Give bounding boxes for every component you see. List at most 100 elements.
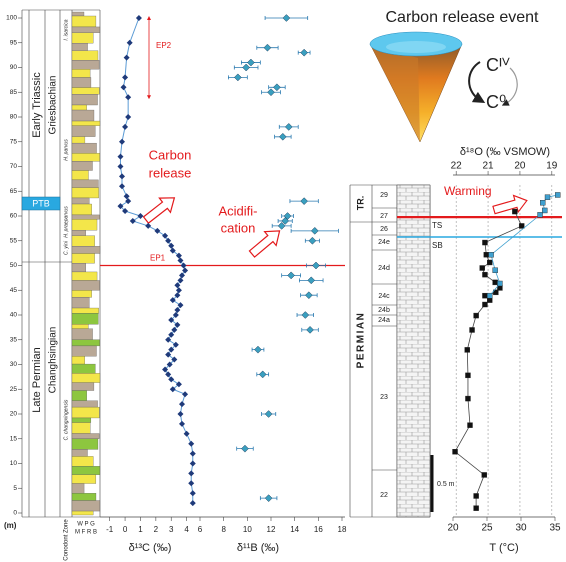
x-tick-label: 16 xyxy=(314,525,323,534)
unit-label: 23 xyxy=(380,394,388,401)
lithology-bed xyxy=(71,153,100,162)
d13c-point xyxy=(123,54,130,61)
d13c-point xyxy=(168,316,175,323)
data-point xyxy=(540,200,546,206)
stage-label: Griesbachian xyxy=(48,76,59,135)
d11b-point xyxy=(284,123,293,131)
d13c-point xyxy=(168,346,175,353)
lithology-bed xyxy=(71,510,94,516)
lithology-bed xyxy=(71,109,95,122)
data-point xyxy=(487,292,493,299)
d13c-point xyxy=(122,123,129,130)
data-point xyxy=(497,280,503,287)
lithology-bed xyxy=(71,313,99,325)
d11b-point xyxy=(312,261,320,270)
d13c-point xyxy=(169,297,176,304)
d13c-point xyxy=(174,321,181,328)
lithology-bed xyxy=(71,136,86,144)
data-point xyxy=(487,259,493,266)
lithology-bed xyxy=(71,345,97,357)
lithology-bed xyxy=(71,324,89,329)
lithology-bed xyxy=(71,214,100,220)
d13c-point xyxy=(165,371,172,378)
conodont-zone: C. yini xyxy=(63,240,69,255)
annotation: cation xyxy=(221,220,256,235)
d13c-point xyxy=(175,381,182,388)
lithology-bed xyxy=(71,120,101,126)
y-tick-label: 35 xyxy=(10,336,18,343)
conodont-zone: H. praeparvus xyxy=(63,206,69,238)
lithology-bed xyxy=(71,363,96,374)
x-tick-label: 25 xyxy=(481,523,493,534)
lithology-bed xyxy=(71,263,86,273)
unit-label: 22 xyxy=(380,492,388,499)
d13c-point xyxy=(189,490,196,497)
annotation-arrow xyxy=(248,230,281,258)
d13c-point xyxy=(168,242,175,249)
unit-label: 29 xyxy=(380,192,388,199)
x-tick-label: -1 xyxy=(106,525,114,534)
d13c-point xyxy=(135,15,142,21)
lithology-bed xyxy=(71,280,100,291)
d13c-point xyxy=(137,213,144,219)
data-point xyxy=(542,207,548,214)
conodont-zone: I. isarcica xyxy=(63,19,69,40)
illustration: Carbon release event Cᴵⱽ C⁰ xyxy=(369,9,539,143)
d13c-point xyxy=(117,163,124,170)
x-tick-label: 10 xyxy=(243,525,252,534)
lithology-bed xyxy=(71,94,98,106)
y-tick-label: 95 xyxy=(10,39,18,46)
d11b-point xyxy=(282,14,291,22)
d13c-point xyxy=(189,460,196,467)
lithology-bed xyxy=(71,60,100,70)
d13c-point xyxy=(179,420,185,427)
data-point xyxy=(537,212,543,218)
d13c-point xyxy=(119,183,125,190)
lithology-bed xyxy=(71,406,100,419)
lithology-bed xyxy=(71,187,99,199)
data-point xyxy=(483,252,490,258)
stage-label: Changhsingian xyxy=(48,327,59,394)
x-axis-label: δ¹¹B (‰) xyxy=(237,542,279,554)
data-point xyxy=(482,301,488,308)
x-tick-label: 14 xyxy=(290,525,299,534)
y-axis-label: (m) xyxy=(4,521,17,530)
data-point xyxy=(473,505,479,511)
y-tick-label: 75 xyxy=(10,138,18,145)
d13c-point xyxy=(166,361,173,368)
unit-label: 27 xyxy=(380,213,388,220)
d13c-point xyxy=(169,247,176,254)
top-tick-label: 20 xyxy=(514,161,526,172)
d13c-point xyxy=(125,94,132,101)
y-tick-label: 85 xyxy=(10,89,18,96)
data-point xyxy=(473,312,479,319)
data-point xyxy=(465,372,471,379)
lithology-bed xyxy=(71,26,101,33)
unit-label: 24a xyxy=(378,317,390,324)
y-tick-label: 55 xyxy=(10,237,18,244)
d13c-point xyxy=(189,450,196,457)
data-point xyxy=(479,265,485,271)
d11b-point xyxy=(263,43,272,52)
d13c-point xyxy=(145,222,152,229)
lithology-bed xyxy=(71,422,91,434)
d11b-point xyxy=(254,345,262,354)
d11b-point xyxy=(300,197,308,206)
data-point xyxy=(488,252,494,258)
x-tick-label: 0 xyxy=(123,525,128,534)
d13c-point xyxy=(174,282,181,289)
lithology-bed xyxy=(71,104,87,111)
x-tick-label: 12 xyxy=(267,525,276,534)
x-axis-label: δ¹³C (‰) xyxy=(129,542,172,554)
d13c-point xyxy=(154,227,161,234)
d13c-point xyxy=(168,376,175,383)
y-tick-label: 65 xyxy=(10,188,18,195)
lithology-bed xyxy=(71,456,94,467)
d11b-point xyxy=(300,48,308,57)
d13c-point xyxy=(175,287,182,294)
boundary-label: PTB xyxy=(32,198,50,208)
lithology-bed xyxy=(71,43,88,51)
d11b-point xyxy=(277,222,286,230)
conodont-zone: C. changxingensis xyxy=(63,399,69,440)
x-axis-label: T (°C) xyxy=(489,542,518,554)
